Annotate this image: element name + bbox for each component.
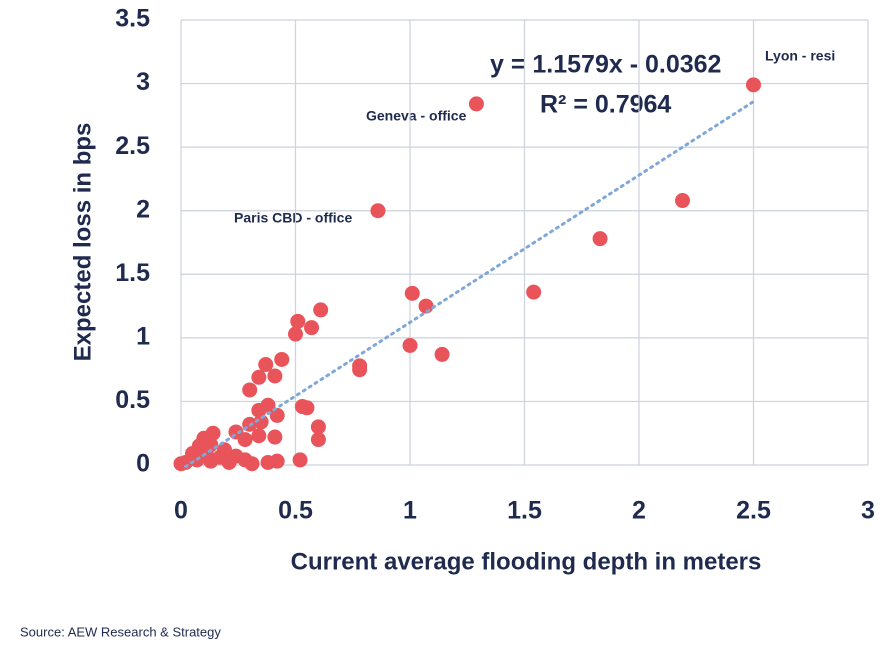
- point: [267, 429, 283, 445]
- point: [313, 302, 329, 318]
- annotation: Lyon - resi: [765, 48, 835, 64]
- y-axis-title: Expected loss in bps: [69, 123, 96, 362]
- point: [269, 407, 285, 423]
- annotation: Geneva - office: [366, 108, 467, 124]
- point: [260, 454, 276, 470]
- trend-equation: y = 1.1579x - 0.0362: [490, 51, 721, 79]
- r-squared: R² = 0.7964: [540, 91, 671, 119]
- x-tick-label: 2: [632, 497, 646, 525]
- y-tick-label: 2: [136, 195, 150, 223]
- y-tick-label: 2.5: [115, 132, 150, 160]
- point: [244, 456, 260, 472]
- x-tick-label: 0: [174, 497, 188, 525]
- point: [352, 362, 368, 378]
- point: [675, 193, 691, 209]
- x-tick-label: 2.5: [736, 497, 771, 525]
- point: [274, 351, 290, 367]
- y-tick-label: 1.5: [115, 259, 150, 287]
- point: [198, 444, 214, 460]
- point: [251, 402, 267, 418]
- point: [526, 284, 542, 300]
- x-tick-label: 0.5: [278, 497, 313, 525]
- x-tick-label: 3: [861, 497, 875, 525]
- x-axis-title: Current average flooding depth in meters: [291, 548, 762, 575]
- point: [299, 400, 315, 416]
- point: [402, 337, 418, 353]
- y-tick-label: 3: [136, 68, 150, 96]
- source: Source: AEW Research & Strategy: [20, 624, 221, 639]
- point: [434, 346, 450, 362]
- annotation: Paris CBD - office: [234, 210, 352, 226]
- point: [370, 203, 386, 219]
- point: [242, 382, 258, 398]
- point: [292, 452, 308, 468]
- point: [310, 419, 326, 435]
- y-tick-label: 3.5: [115, 5, 150, 33]
- point: [468, 96, 484, 112]
- trendline: [184, 100, 755, 469]
- point: [251, 428, 267, 444]
- point: [746, 77, 761, 93]
- point: [212, 449, 228, 465]
- point: [288, 326, 303, 342]
- point: [237, 432, 253, 448]
- point: [592, 231, 608, 247]
- point: [304, 320, 320, 336]
- x-tick-label: 1: [403, 497, 417, 525]
- y-tick-label: 1: [136, 322, 150, 350]
- y-tick-label: 0.5: [115, 386, 150, 414]
- point: [258, 357, 274, 373]
- point: [290, 313, 306, 329]
- x-tick-label: 1.5: [507, 497, 542, 525]
- point: [251, 369, 267, 385]
- point: [267, 368, 283, 384]
- point: [253, 414, 269, 430]
- y-tick-label: 0: [136, 450, 150, 478]
- point: [178, 454, 194, 470]
- plot-area: 0 0.5 1 1.5 2 2.5 3 3.5 0 0.5 1 1.5 2 2.5 3: [115, 5, 875, 525]
- point: [404, 285, 420, 301]
- point: [310, 432, 326, 448]
